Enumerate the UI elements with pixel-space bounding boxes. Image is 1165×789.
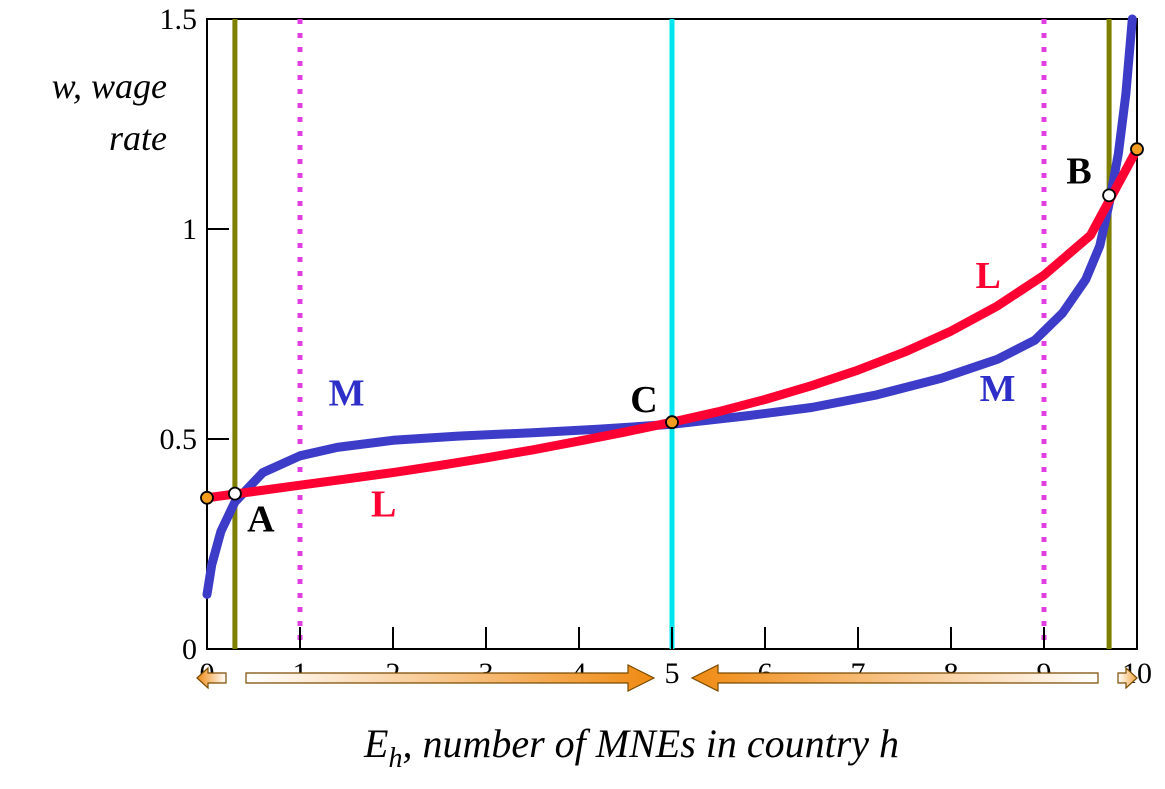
axis-ticks xyxy=(206,18,1138,650)
y-tick-label: 1 xyxy=(182,213,197,246)
arrow-toward-center-left-icon xyxy=(690,664,1099,692)
x-axis-label: Eh, number of MNEs in country h xyxy=(363,721,899,774)
arrow-left-small-icon xyxy=(196,666,227,690)
x-axis-label-main: E xyxy=(363,721,388,766)
y-axis-label-line1: w, wage xyxy=(52,66,167,106)
direction-arrows xyxy=(196,664,1138,692)
curve-label-M: M xyxy=(980,368,1016,410)
intersection-points xyxy=(200,142,1144,505)
vertical-lines xyxy=(232,19,1112,649)
point-labels: A B C xyxy=(247,150,1092,540)
arrow-toward-center-right-icon xyxy=(245,664,656,692)
x-axis-label-rest: , number of MNEs in country h xyxy=(402,721,899,766)
point-A xyxy=(227,486,242,501)
x-tick-label: 5 xyxy=(665,657,680,690)
curve-labels: M M L L xyxy=(329,255,1016,526)
point-label-B: B xyxy=(1066,150,1091,192)
curve-label-L: L xyxy=(371,484,396,526)
curve-label-L: L xyxy=(976,255,1001,297)
point-label-A: A xyxy=(247,499,275,541)
arrow-right-small-icon xyxy=(1117,666,1138,690)
y-tick-label: 0.5 xyxy=(160,423,198,456)
y-axis-label-line2: rate xyxy=(109,118,167,158)
y-tick-label: 0 xyxy=(182,633,197,666)
endpoint-marker xyxy=(1130,142,1144,157)
curve-label-M: M xyxy=(329,372,365,414)
point-label-C: C xyxy=(630,379,657,421)
y-tick-label: 1.5 xyxy=(160,3,198,36)
point-B xyxy=(1102,188,1116,203)
x-axis-label-subscript: h xyxy=(388,743,402,774)
point-C xyxy=(665,415,679,430)
curve-M xyxy=(202,14,1137,599)
endpoint-marker xyxy=(200,490,214,505)
tick-labels: 01234567891000.511.5 xyxy=(160,3,1153,690)
